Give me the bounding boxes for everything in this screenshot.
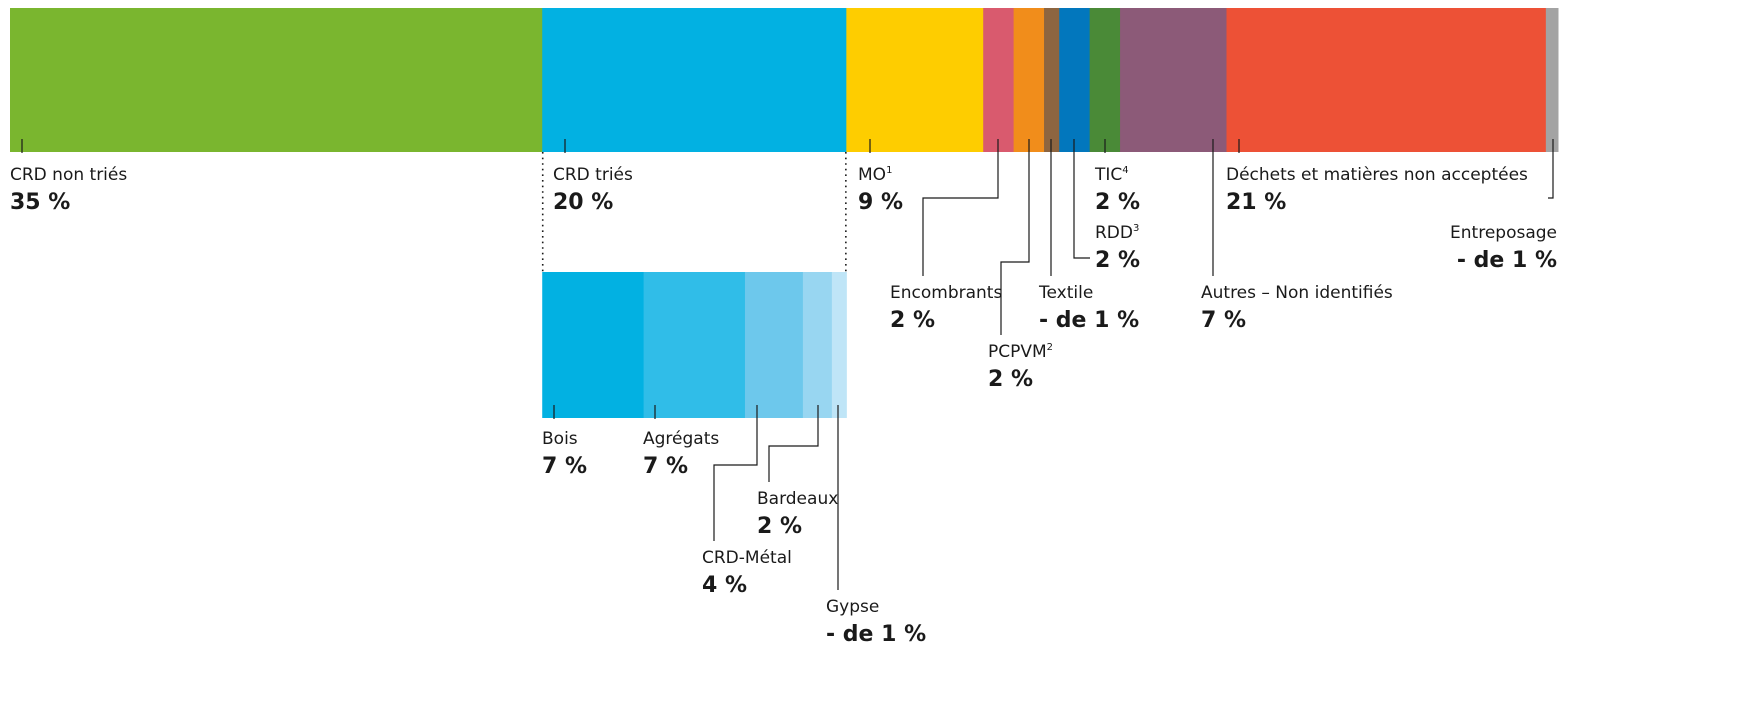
segment-encombrants-label: Encombrants <box>890 283 1002 303</box>
segment-mo-label: MO1 <box>858 165 892 185</box>
bar-segment-crd-tries <box>542 8 847 152</box>
sub-segment-bois-label: Bois <box>542 429 578 449</box>
sub-segment-agregats-label: Agrégats <box>643 429 719 449</box>
main-stacked-bar <box>10 8 1559 152</box>
bar-segment-encombrants <box>983 8 1015 152</box>
sub-segment-bardeaux-label: Bardeaux <box>757 489 838 509</box>
sorted-crd-breakdown-bar <box>542 272 847 418</box>
segment-autres-non-identifies-value: 7 % <box>1201 308 1246 333</box>
segment-mo-value: 9 % <box>858 190 903 215</box>
sub-bar-segment-bardeaux <box>802 272 833 418</box>
segment-pcpvm-connector <box>1000 139 1030 335</box>
segment-rdd-value: 2 % <box>1095 248 1140 273</box>
bar-segment-textile <box>1044 8 1060 152</box>
sub-segment-agregats-value: 7 % <box>643 454 688 479</box>
segment-pcpvm-footnote-mark: 2 <box>1047 342 1053 353</box>
sub-bar-segment-agregats <box>643 272 746 418</box>
segment-tic-label: TIC4 <box>1094 165 1129 185</box>
connector-lines <box>21 139 1554 590</box>
segment-crd-tries-value: 20 % <box>553 190 613 215</box>
sub-segment-gypse-label: Gypse <box>826 597 879 617</box>
sub-segment-bardeaux-value: 2 % <box>757 514 802 539</box>
segment-entreposage-connector <box>1548 139 1554 199</box>
segment-tic-footnote-mark: 4 <box>1122 165 1128 176</box>
segment-encombrants-value: 2 % <box>890 308 935 333</box>
segment-entreposage-label: Entreposage <box>1450 223 1557 243</box>
segment-crd-tries-label: CRD triés <box>553 165 633 185</box>
bar-segment-pcpvm <box>1013 8 1045 152</box>
bar-segment-mo <box>846 8 984 152</box>
bar-segment-autres-non-identifies <box>1120 8 1228 152</box>
segment-labels: CRD non triés 35 % CRD triés 20 % MO1 9 % Enco… <box>10 165 1557 647</box>
segment-rdd-connector <box>1073 139 1090 259</box>
segment-crd-non-tries-label: CRD non triés <box>10 165 127 185</box>
sub-segment-bois-value: 7 % <box>542 454 587 479</box>
sub-segment-bardeaux-connector <box>768 405 819 482</box>
segment-textile-label: Textile <box>1038 283 1093 303</box>
segment-textile-value: - de 1 % <box>1039 308 1139 333</box>
sub-segment-crd-metal-connector <box>713 405 758 541</box>
segment-dechets-et-matieres-non-acceptees-label: Déchets et matières non acceptées <box>1226 165 1528 185</box>
segment-entreposage-value: - de 1 % <box>1457 248 1557 273</box>
sub-bar-segment-gypse <box>831 272 847 418</box>
segment-autres-non-identifies-label: Autres – Non identifiés <box>1201 283 1393 303</box>
bar-segment-crd-non-tries <box>10 8 543 152</box>
sub-segment-gypse-value: - de 1 % <box>826 622 926 647</box>
sub-segment-crd-metal-label: CRD-Métal <box>702 548 792 568</box>
bar-segment-tic <box>1089 8 1121 152</box>
segment-pcpvm-value: 2 % <box>988 367 1033 392</box>
sub-segment-crd-metal-value: 4 % <box>702 573 747 598</box>
bar-segment-rdd <box>1059 8 1091 152</box>
segment-encombrants-connector <box>922 139 999 276</box>
segment-mo-footnote-mark: 1 <box>886 165 892 176</box>
segment-rdd-footnote-mark: 3 <box>1133 223 1139 234</box>
bar-segment-entreposage <box>1545 8 1559 152</box>
sub-bar-segment-bois <box>542 272 645 418</box>
segment-dechets-et-matieres-non-acceptees-value: 21 % <box>1226 190 1286 215</box>
segment-crd-non-tries-value: 35 % <box>10 190 70 215</box>
bar-segment-dechets-et-matieres-non-acceptees <box>1226 8 1547 152</box>
segment-rdd-label: RDD3 <box>1095 223 1139 243</box>
sub-bar-segment-crd-metal <box>744 272 804 418</box>
segment-pcpvm-label: PCPVM2 <box>988 342 1053 362</box>
segment-tic-value: 2 % <box>1095 190 1140 215</box>
